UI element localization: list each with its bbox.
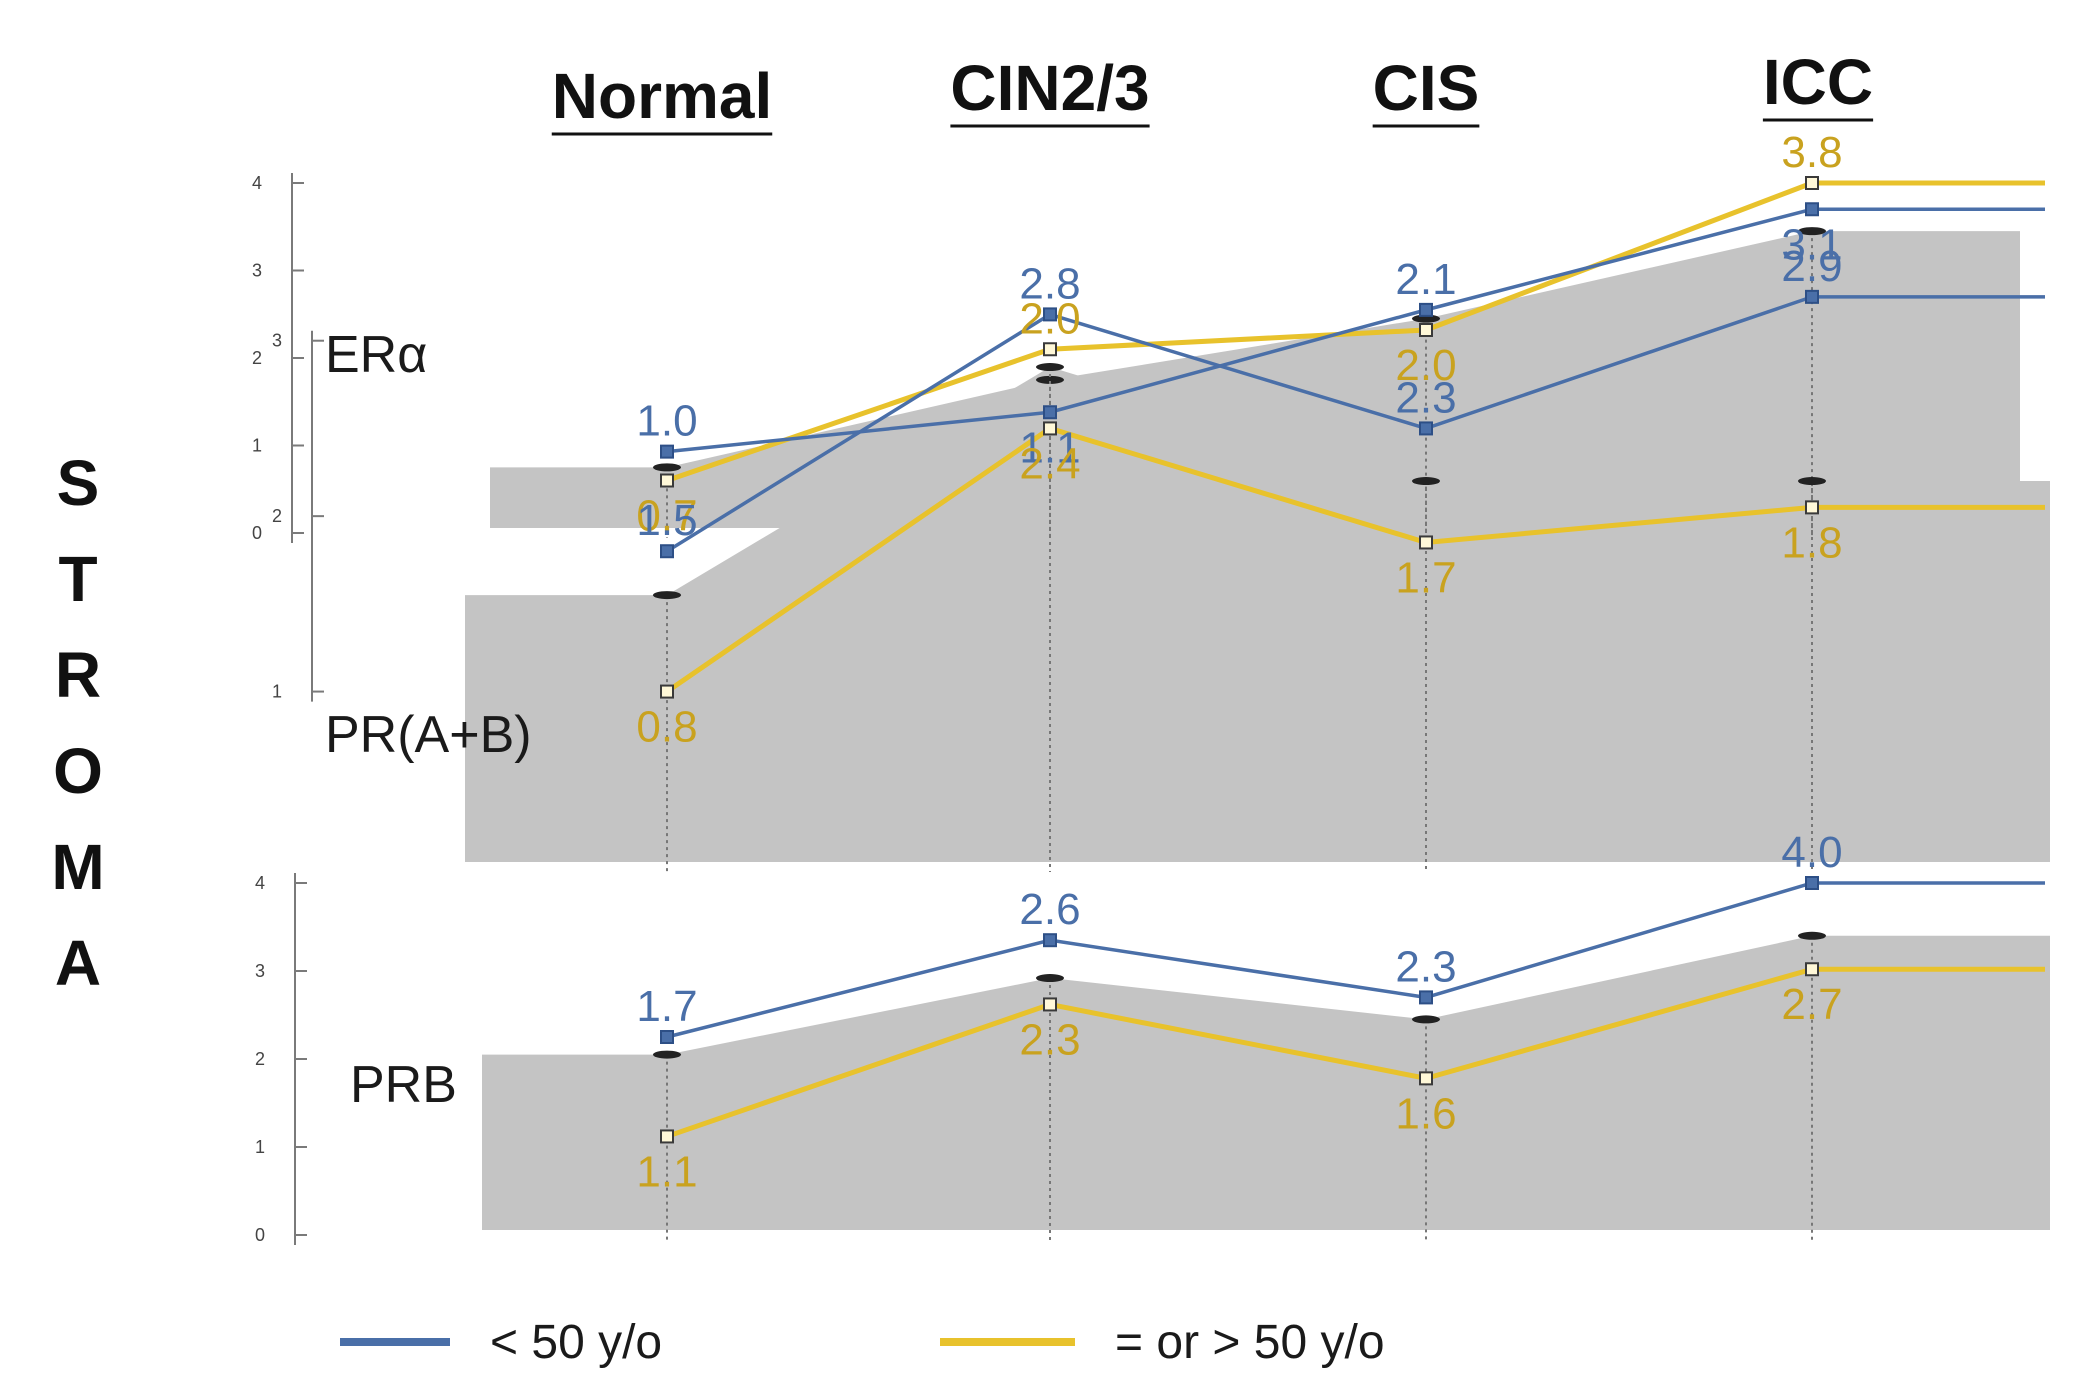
y-tick-label-panel-0-3: 3 xyxy=(252,261,262,281)
data-label-young-panel-0-2: 2.1 xyxy=(1395,255,1456,304)
marker-young-panel-2-1 xyxy=(1043,933,1057,948)
marker-old-panel-2-2 xyxy=(1419,1071,1433,1086)
data-label-young-panel-2-1: 2.6 xyxy=(1019,885,1080,934)
marker-young-panel-0-2 xyxy=(1419,302,1433,317)
data-label-old-panel-1-3: 1.8 xyxy=(1781,518,1842,567)
marker-old-panel-0-1 xyxy=(1043,342,1057,357)
y-tick-label-panel-2-1: 1 xyxy=(255,1137,265,1157)
error-marker-panel-2-1 xyxy=(1036,974,1064,983)
shaded-area-panel-0 xyxy=(490,231,2020,528)
data-label-old-panel-1-0: 0.8 xyxy=(636,703,697,752)
error-marker-panel-2-3 xyxy=(1798,931,1826,940)
data-label-young-panel-0-1: 1.1 xyxy=(1019,423,1080,472)
data-label-young-panel-1-1: 2.8 xyxy=(1019,259,1080,308)
marker-old-panel-0-3 xyxy=(1805,176,1819,190)
error-marker-panel-2-2 xyxy=(1412,1015,1440,1024)
marker-young-panel-0-1 xyxy=(1043,405,1057,420)
shaded-area-panel-2 xyxy=(482,935,2050,1230)
data-label-old-panel-0-0: 0.7 xyxy=(636,492,697,541)
y-tick-label-panel-0-2: 2 xyxy=(252,348,262,368)
data-label-old-panel-1-1: 2.4 xyxy=(1019,439,1080,488)
data-label-young-panel-1-0: 1.5 xyxy=(636,496,697,545)
stroma-letter-3: O xyxy=(53,735,103,807)
marker-old-panel-1-3 xyxy=(1805,500,1819,515)
data-label-old-panel-2-1: 2.3 xyxy=(1019,1015,1080,1064)
y-tick-label-panel-0-1: 1 xyxy=(252,436,262,456)
data-label-young-panel-2-0: 1.7 xyxy=(636,982,697,1031)
data-label-old-panel-0-2: 2.0 xyxy=(1395,341,1456,390)
marker-old-panel-1-1 xyxy=(1043,421,1057,436)
category-heading-icc: ICC xyxy=(1763,46,1873,118)
marker-young-panel-1-1 xyxy=(1043,307,1057,322)
data-label-old-panel-1-2: 1.7 xyxy=(1395,553,1456,602)
category-heading-cis: CIS xyxy=(1373,52,1480,124)
error-marker-panel-2-0 xyxy=(653,1050,681,1059)
y-tick-label-panel-1-0: 1 xyxy=(272,682,282,702)
legend: < 50 y/o = or > 50 y/o xyxy=(340,1316,1385,1369)
marker-old-panel-0-2 xyxy=(1419,323,1433,337)
marker-young-panel-2-2 xyxy=(1419,990,1433,1005)
y-tick-label-panel-1-2: 3 xyxy=(272,331,282,351)
data-label-young-panel-0-0: 1.0 xyxy=(636,397,697,446)
marker-old-panel-1-0 xyxy=(660,684,674,699)
y-tick-label-panel-0-4: 4 xyxy=(252,173,262,193)
marker-old-panel-1-2 xyxy=(1419,535,1433,550)
y-tick-label-panel-2-2: 2 xyxy=(255,1049,265,1069)
y-tick-label-panel-2-3: 3 xyxy=(255,961,265,981)
data-label-young-panel-0-3: 3.1 xyxy=(1781,220,1842,269)
data-label-old-panel-2-3: 2.7 xyxy=(1781,980,1842,1029)
data-label-old-panel-0-3: 3.8 xyxy=(1781,128,1842,177)
stroma-letter-0: S xyxy=(57,447,100,519)
y-tick-label-panel-0-0: 0 xyxy=(252,523,262,543)
marker-old-panel-0-0 xyxy=(660,473,674,488)
marker-young-panel-1-0 xyxy=(660,544,674,559)
area-layer xyxy=(465,231,2050,1230)
data-label-young-panel-2-2: 2.3 xyxy=(1395,942,1456,991)
marker-young-panel-2-3 xyxy=(1805,876,1819,890)
y-tick-label-panel-1-1: 2 xyxy=(272,506,282,526)
marker-old-panel-2-3 xyxy=(1805,962,1819,977)
panel-label-pr-ab: PR(A+B) xyxy=(325,706,532,764)
stroma-letter-5: A xyxy=(55,927,101,999)
stroma-letter-4: M xyxy=(51,831,104,903)
data-label-old-panel-2-0: 1.1 xyxy=(636,1147,697,1196)
data-label-old-panel-0-1: 2.0 xyxy=(1019,294,1080,343)
legend-label-old: = or > 50 y/o xyxy=(1115,1316,1385,1369)
stroma-letter-2: R xyxy=(55,639,101,711)
data-label-young-panel-1-2: 2.3 xyxy=(1395,373,1456,422)
marker-young-panel-0-0 xyxy=(660,444,674,459)
error-marker-panel-1-1 xyxy=(1036,363,1064,372)
category-heading-normal: Normal xyxy=(552,60,773,132)
error-marker-panel-0-0 xyxy=(653,463,681,472)
error-marker-panel-1-2 xyxy=(1412,477,1440,486)
error-marker-panel-1-3 xyxy=(1798,477,1826,486)
legend-label-young: < 50 y/o xyxy=(490,1316,662,1369)
shaded-area-panel-1 xyxy=(465,367,2050,862)
marker-young-panel-2-0 xyxy=(660,1030,674,1044)
error-marker-panel-1-0 xyxy=(653,591,681,600)
y-tick-label-panel-2-0: 0 xyxy=(255,1225,265,1245)
panel-label-prb: PRB xyxy=(350,1056,457,1114)
error-marker-panel-0-3 xyxy=(1798,227,1826,236)
error-marker-panel-0-1 xyxy=(1036,375,1064,384)
y-tick-label-panel-2-4: 4 xyxy=(255,873,265,893)
series-layer xyxy=(660,176,2045,1144)
marker-old-panel-2-1 xyxy=(1043,997,1057,1012)
category-heading-cin23: CIN2/3 xyxy=(950,52,1149,124)
marker-young-panel-1-2 xyxy=(1419,421,1433,436)
panel-label-era: ERα xyxy=(325,326,427,384)
stroma-letter-1: T xyxy=(58,543,97,615)
marker-young-panel-0-3 xyxy=(1805,202,1819,217)
data-label-young-panel-1-3: 2.9 xyxy=(1781,242,1842,291)
marker-young-panel-1-3 xyxy=(1805,289,1819,304)
marker-old-panel-2-0 xyxy=(660,1129,674,1144)
data-label-old-panel-2-2: 1.6 xyxy=(1395,1089,1456,1138)
data-label-young-panel-2-3: 4.0 xyxy=(1781,828,1842,877)
labels-layer: 1.0 0.7 1.1 2.0 2.1 2.0 3.1 3.8 1.5 0.8 2.8 2.4 2.3 1… xyxy=(636,128,1842,1196)
